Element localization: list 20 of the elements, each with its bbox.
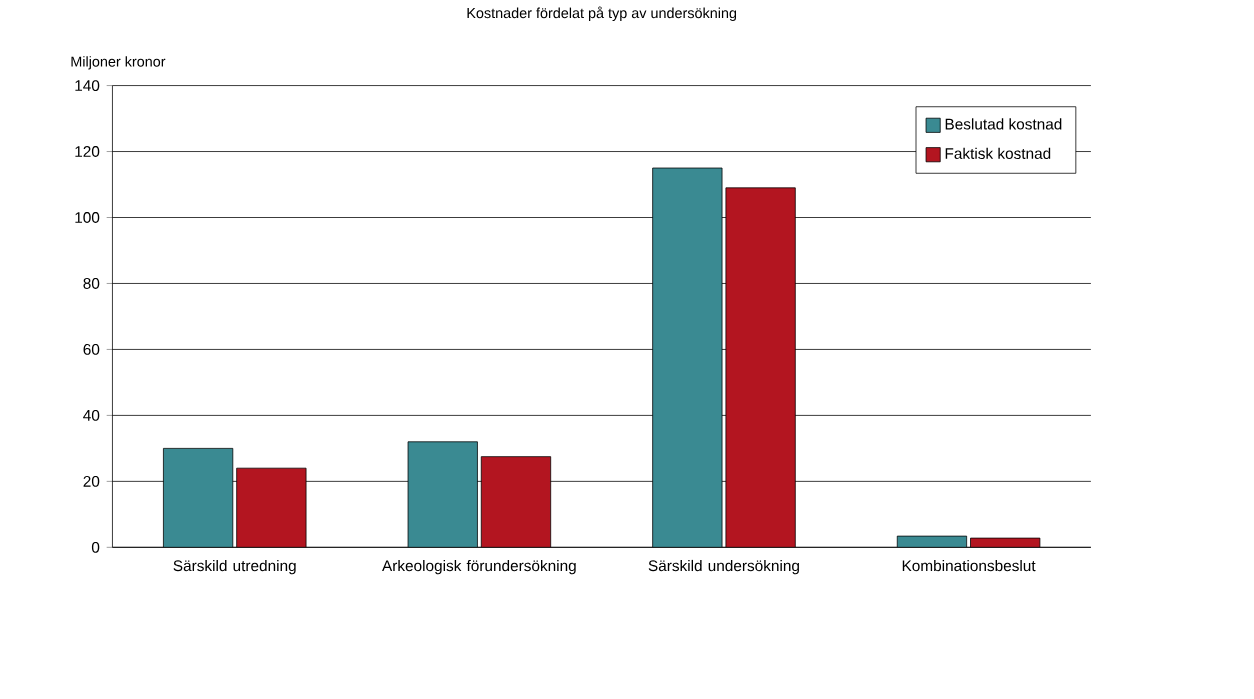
x-tick-label: Arkeologisk förundersökning: [382, 559, 576, 575]
x-tick-label: Särskild undersökning: [648, 559, 799, 575]
y-tick-label: 80: [83, 278, 100, 289]
legend-label: Beslutad kostnad: [945, 118, 1062, 130]
bar: [652, 167, 723, 548]
x-tick-label: Särskild utredning: [173, 559, 296, 575]
bar: [407, 441, 478, 548]
y-tick-label: 60: [83, 343, 100, 355]
y-axis-title: Miljoner kronor: [71, 56, 166, 70]
y-tick-label: 40: [83, 409, 100, 421]
legend-label: Faktisk kostnad: [945, 147, 1051, 159]
y-tick-label: 20: [83, 475, 100, 487]
y-tick-label: 0: [91, 541, 100, 553]
y-tick-label: 100: [75, 212, 100, 223]
x-tick-label: Kombinationsbeslut: [902, 559, 1036, 572]
chart-title: Kostnader fördelat på typ av undersökning: [467, 6, 737, 21]
bar: [970, 537, 1041, 548]
y-tick-label: 120: [75, 146, 100, 157]
bar: [163, 447, 234, 548]
y-tick-label: 140: [75, 80, 100, 91]
